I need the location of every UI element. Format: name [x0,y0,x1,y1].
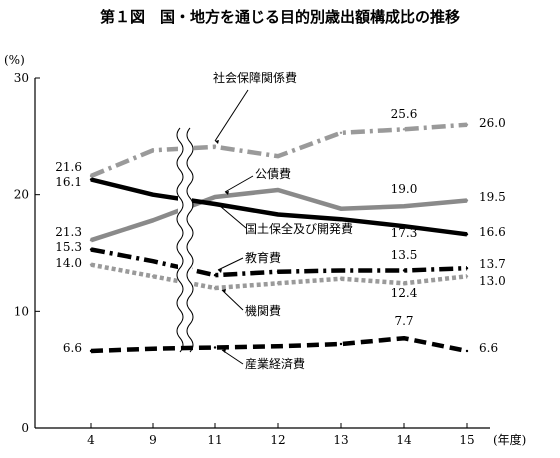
y-tick-label: 0 [21,421,29,435]
data-point [465,199,469,202]
data-point [276,155,280,158]
data-label: 13.7 [479,257,506,271]
series-annotation: 国土保全及び開発費 [245,221,353,236]
axis-break-gap [178,126,192,340]
data-point [402,282,406,285]
y-axis-unit: (%) [4,53,25,67]
series-annotation: 機関費 [245,303,281,318]
data-label: 25.6 [391,107,418,121]
data-point [276,345,280,348]
data-point [89,178,93,181]
data-point [151,149,155,152]
data-label: 12.4 [391,286,418,300]
data-label: 7.7 [394,314,413,328]
data-point [213,274,217,277]
data-label: 6.6 [479,341,498,355]
axis-break-line-right [186,127,194,353]
x-tick-label: 9 [149,433,157,447]
data-point [89,263,93,266]
annotation-arrowhead [215,140,219,144]
data-point [402,128,406,131]
data-point [151,275,155,278]
data-point [465,275,469,278]
data-label: 19.0 [391,182,418,196]
data-point [213,286,217,290]
data-label: 16.6 [479,225,506,239]
annotation-arrowhead [222,289,226,293]
x-tick-label: 13 [333,433,348,447]
x-tick-label: 4 [87,433,95,447]
series-annotation: 教育費 [245,250,281,265]
data-label: 15.3 [55,240,82,254]
data-point [339,269,343,272]
annotation-arrowhead [220,205,224,209]
data-label: 14.0 [55,256,82,270]
data-point [339,277,343,280]
data-point [151,347,155,350]
data-label: 19.5 [479,190,506,204]
annotation-leader [224,175,254,193]
y-tick-label: 10 [14,304,29,318]
axis-break-line-left [176,127,184,353]
data-point [213,202,217,206]
data-point [89,239,93,242]
data-label: 13.0 [479,274,506,288]
series-annotation: 産業経済費 [245,356,305,371]
data-point [465,123,469,126]
data-point [339,218,343,221]
annotation-leader [221,349,244,365]
data-point [339,342,343,346]
y-tick-label: 30 [14,71,29,85]
data-label: 6.6 [63,341,82,355]
series-annotation: 社会保障関係費 [213,70,297,85]
data-point [402,225,406,228]
data-point [402,269,406,272]
data-point [89,174,93,178]
x-tick-label: 11 [207,433,222,447]
data-point [402,337,406,340]
series-line-5 [90,262,468,291]
data-label: 26.0 [479,116,506,130]
data-point [339,131,343,134]
data-point [276,213,280,216]
annotation-leader [214,89,249,142]
data-point [213,145,217,148]
x-axis-unit: (年度) [493,432,526,447]
series-line-6 [90,335,468,354]
data-point [402,205,406,208]
data-point [151,193,155,196]
data-point [213,346,217,349]
annotation-leader [221,289,244,311]
data-point [89,349,93,353]
x-tick-label: 14 [396,433,412,447]
data-label: 21.6 [55,160,82,174]
data-point [465,349,469,353]
data-point [213,195,217,199]
annotation-leader [217,257,244,271]
data-label: 17.3 [391,226,418,240]
data-point [465,233,469,236]
data-point [339,207,343,210]
data-point [276,188,280,192]
data-point [151,219,155,222]
annotation-arrowhead [225,191,229,195]
annotation-leader [219,205,247,229]
data-point [151,260,155,263]
data-label: 13.5 [391,248,418,262]
chart-title: 第１図 国・地方を通じる目的別歳出額構成比の推移 [99,8,460,26]
data-label: 16.1 [55,175,82,189]
x-tick-label: 15 [459,433,474,447]
data-point [276,270,280,273]
data-point [89,248,93,251]
data-label: 21.3 [55,225,82,239]
y-tick-label: 20 [14,188,29,202]
series-annotation: 公債費 [255,166,291,181]
data-point [276,282,280,285]
data-point [465,267,469,270]
annotation-arrowhead [222,349,226,353]
x-tick-label: 12 [270,433,285,447]
annotation-arrowhead [218,269,222,273]
